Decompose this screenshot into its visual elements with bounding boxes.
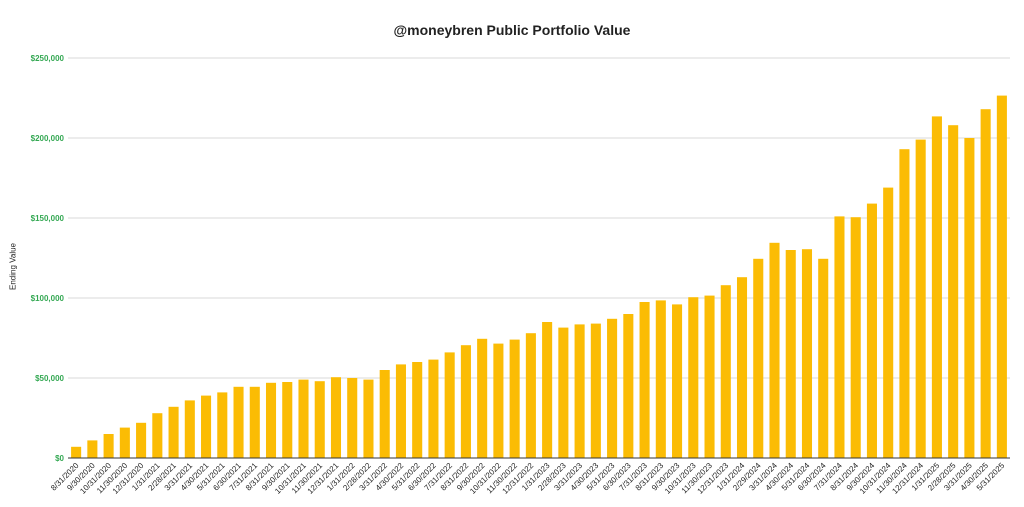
bar [217, 392, 228, 458]
bar [818, 258, 829, 458]
bar [233, 386, 244, 458]
bar [477, 338, 488, 458]
bar [574, 324, 585, 458]
bar [769, 242, 780, 458]
bar [314, 381, 325, 458]
bars [71, 95, 1007, 459]
bar [168, 406, 179, 458]
chart-title: @moneybren Public Portfolio Value [393, 22, 631, 38]
bar [866, 203, 877, 458]
bar [379, 370, 390, 458]
bar [590, 323, 601, 458]
y-tick-label: $0 [55, 454, 64, 463]
bar [785, 250, 796, 458]
bar [184, 400, 195, 458]
bar [607, 318, 618, 458]
bar [736, 277, 748, 458]
bar [850, 217, 861, 458]
bar [71, 446, 82, 458]
bar [460, 345, 471, 458]
bar [201, 395, 212, 458]
bar [688, 297, 699, 458]
bar [639, 302, 650, 458]
bar [525, 333, 536, 458]
bar [509, 339, 520, 458]
bar [282, 382, 293, 458]
bar [119, 427, 130, 458]
bar [330, 377, 342, 458]
bar [834, 216, 845, 458]
bar [152, 413, 163, 458]
y-tick-label: $100,000 [31, 294, 65, 303]
bar [915, 139, 926, 458]
y-tick-label: $50,000 [35, 374, 64, 383]
bar [493, 343, 504, 458]
bar [753, 258, 764, 458]
bar [931, 116, 942, 459]
bar [298, 379, 309, 458]
y-tick-label: $150,000 [31, 214, 65, 223]
bar [964, 138, 975, 458]
x-tick-labels: 8/31/20209/30/202010/31/202011/30/202012… [49, 461, 1007, 496]
bar [444, 352, 455, 458]
bar [655, 300, 666, 458]
bar [249, 386, 260, 458]
bar [265, 382, 277, 458]
bar [558, 327, 569, 458]
bar [948, 125, 959, 458]
bar [996, 95, 1007, 458]
bar [883, 187, 894, 458]
bar [395, 364, 406, 458]
bar [87, 440, 98, 458]
y-tick-label: $200,000 [31, 134, 65, 143]
bar [899, 149, 910, 458]
bar [428, 359, 439, 458]
bar [363, 379, 374, 458]
bar [672, 304, 683, 458]
bar [412, 362, 423, 458]
bar [103, 434, 114, 458]
bar [720, 285, 731, 458]
bar [623, 314, 634, 458]
y-tick-labels: $0 $50,000 $100,000 $150,000 $200,000 $250,00… [31, 54, 65, 463]
y-tick-label: $250,000 [31, 54, 65, 63]
bar [347, 378, 358, 458]
bar [704, 295, 715, 458]
bar [980, 109, 991, 458]
bar [136, 422, 147, 458]
bar [801, 249, 813, 458]
bar [542, 322, 553, 458]
